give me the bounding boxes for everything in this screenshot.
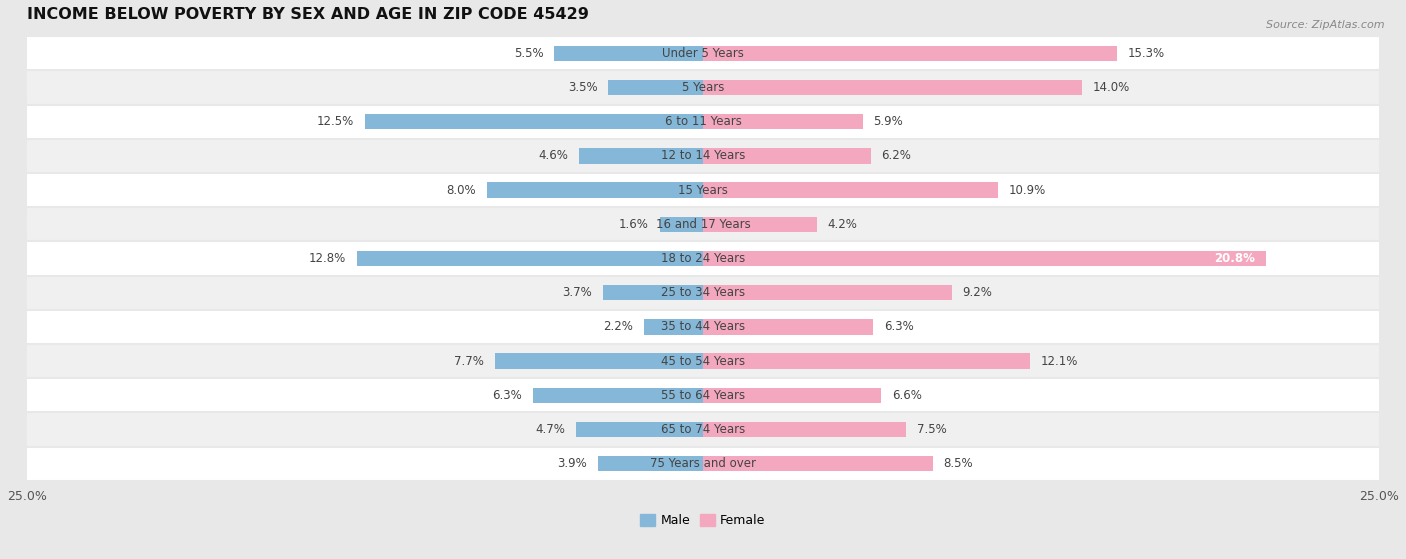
Text: 8.0%: 8.0%	[446, 184, 475, 197]
Bar	[14, 344, 1392, 378]
Text: 25 to 34 Years: 25 to 34 Years	[661, 286, 745, 299]
Text: 65 to 74 Years: 65 to 74 Years	[661, 423, 745, 436]
Text: 5 Years: 5 Years	[682, 81, 724, 94]
Bar	[14, 241, 1392, 276]
Text: Source: ZipAtlas.com: Source: ZipAtlas.com	[1267, 20, 1385, 30]
Text: 3.9%: 3.9%	[557, 457, 586, 470]
Bar	[14, 139, 1392, 173]
Text: 6.2%: 6.2%	[882, 149, 911, 163]
Bar	[609, 80, 703, 95]
Bar	[576, 422, 703, 437]
Text: 75 Years and over: 75 Years and over	[650, 457, 756, 470]
Text: Under 5 Years: Under 5 Years	[662, 47, 744, 60]
Text: 12.1%: 12.1%	[1040, 354, 1078, 368]
Bar	[357, 251, 703, 266]
Text: 5.5%: 5.5%	[513, 47, 544, 60]
Bar	[14, 378, 1392, 413]
Bar	[703, 182, 998, 198]
Legend: Male, Female: Male, Female	[636, 509, 770, 532]
Bar	[703, 388, 882, 403]
Bar	[366, 114, 703, 130]
Bar	[703, 422, 905, 437]
Text: 7.5%: 7.5%	[917, 423, 946, 436]
Text: 35 to 44 Years: 35 to 44 Years	[661, 320, 745, 334]
Bar	[14, 173, 1392, 207]
Bar	[703, 353, 1031, 369]
Text: 4.2%: 4.2%	[827, 218, 858, 231]
Bar	[14, 70, 1392, 105]
Text: 15 Years: 15 Years	[678, 184, 728, 197]
Bar	[486, 182, 703, 198]
Text: 8.5%: 8.5%	[943, 457, 973, 470]
Bar	[703, 217, 817, 232]
Bar	[703, 251, 1265, 266]
Text: 10.9%: 10.9%	[1008, 184, 1046, 197]
Bar	[14, 207, 1392, 241]
Text: 20.8%: 20.8%	[1213, 252, 1254, 265]
Bar	[533, 388, 703, 403]
Bar	[703, 456, 932, 471]
Bar	[703, 46, 1116, 61]
Text: 14.0%: 14.0%	[1092, 81, 1129, 94]
Text: 3.5%: 3.5%	[568, 81, 598, 94]
Bar	[14, 447, 1392, 481]
Bar	[644, 319, 703, 335]
Bar	[14, 105, 1392, 139]
Text: 3.7%: 3.7%	[562, 286, 592, 299]
Bar	[579, 148, 703, 164]
Bar	[495, 353, 703, 369]
Text: 1.6%: 1.6%	[619, 218, 650, 231]
Bar	[703, 114, 862, 130]
Text: 6 to 11 Years: 6 to 11 Years	[665, 115, 741, 128]
Bar	[703, 319, 873, 335]
Bar	[703, 148, 870, 164]
Text: 45 to 54 Years: 45 to 54 Years	[661, 354, 745, 368]
Text: 16 and 17 Years: 16 and 17 Years	[655, 218, 751, 231]
Text: 18 to 24 Years: 18 to 24 Years	[661, 252, 745, 265]
Text: 6.6%: 6.6%	[893, 389, 922, 402]
Bar	[603, 285, 703, 300]
Text: 15.3%: 15.3%	[1128, 47, 1164, 60]
Bar	[598, 456, 703, 471]
Bar	[703, 80, 1081, 95]
Text: 12.8%: 12.8%	[309, 252, 346, 265]
Bar	[554, 46, 703, 61]
Text: 12.5%: 12.5%	[316, 115, 354, 128]
Text: 6.3%: 6.3%	[884, 320, 914, 334]
Text: 9.2%: 9.2%	[963, 286, 993, 299]
Text: INCOME BELOW POVERTY BY SEX AND AGE IN ZIP CODE 45429: INCOME BELOW POVERTY BY SEX AND AGE IN Z…	[27, 7, 589, 22]
Bar	[703, 285, 952, 300]
Text: 5.9%: 5.9%	[873, 115, 903, 128]
Text: 4.7%: 4.7%	[536, 423, 565, 436]
Bar	[659, 217, 703, 232]
Bar	[14, 36, 1392, 70]
Text: 12 to 14 Years: 12 to 14 Years	[661, 149, 745, 163]
Text: 2.2%: 2.2%	[603, 320, 633, 334]
Text: 6.3%: 6.3%	[492, 389, 522, 402]
Text: 7.7%: 7.7%	[454, 354, 484, 368]
Text: 4.6%: 4.6%	[538, 149, 568, 163]
Bar	[14, 310, 1392, 344]
Text: 55 to 64 Years: 55 to 64 Years	[661, 389, 745, 402]
Bar	[14, 276, 1392, 310]
Bar	[14, 413, 1392, 447]
